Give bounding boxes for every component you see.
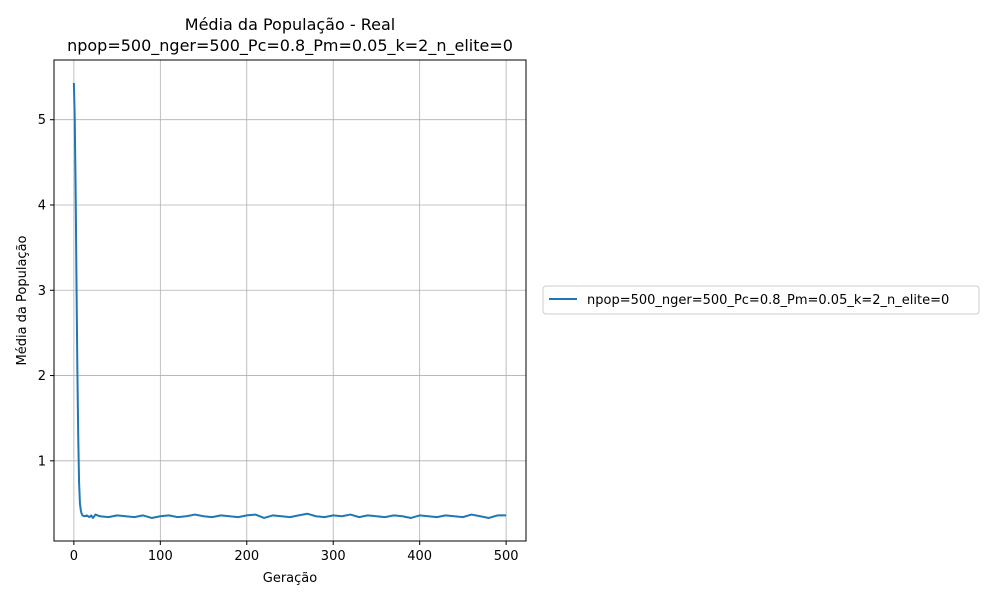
legend-box [542, 285, 980, 315]
x-tick-label: 400 [407, 549, 432, 564]
x-tick-label: 500 [494, 549, 519, 564]
y-tick-label: 1 [38, 454, 46, 469]
y-tick-label: 4 [38, 198, 46, 213]
y-axis-ticks: 1 2 3 4 5 [38, 113, 54, 469]
x-tick-label: 200 [234, 549, 259, 564]
y-tick-label: 2 [38, 369, 46, 384]
chart-title: Média da População - Real [185, 15, 395, 34]
legend: npop=500_nger=500_Pc=0.8_Pm=0.05_k=2_n_e… [542, 285, 980, 315]
grid-lines [54, 60, 526, 541]
legend-label: npop=500_nger=500_Pc=0.8_Pm=0.05_k=2_n_e… [587, 293, 949, 308]
y-axis-label: Média da População [15, 235, 30, 365]
x-tick-label: 0 [70, 549, 78, 564]
x-axis-label: Geração [263, 571, 317, 586]
series-line [72, 83, 507, 519]
x-axis-ticks: 0 100 200 300 400 500 [70, 541, 519, 564]
x-tick-label: 300 [321, 549, 346, 564]
y-tick-label: 5 [38, 113, 46, 128]
chart-subtitle: npop=500_nger=500_Pc=0.8_Pm=0.05_k=2_n_e… [67, 36, 513, 56]
y-tick-label: 3 [38, 284, 46, 299]
plot-frame [53, 59, 527, 542]
x-tick-label: 100 [148, 549, 173, 564]
